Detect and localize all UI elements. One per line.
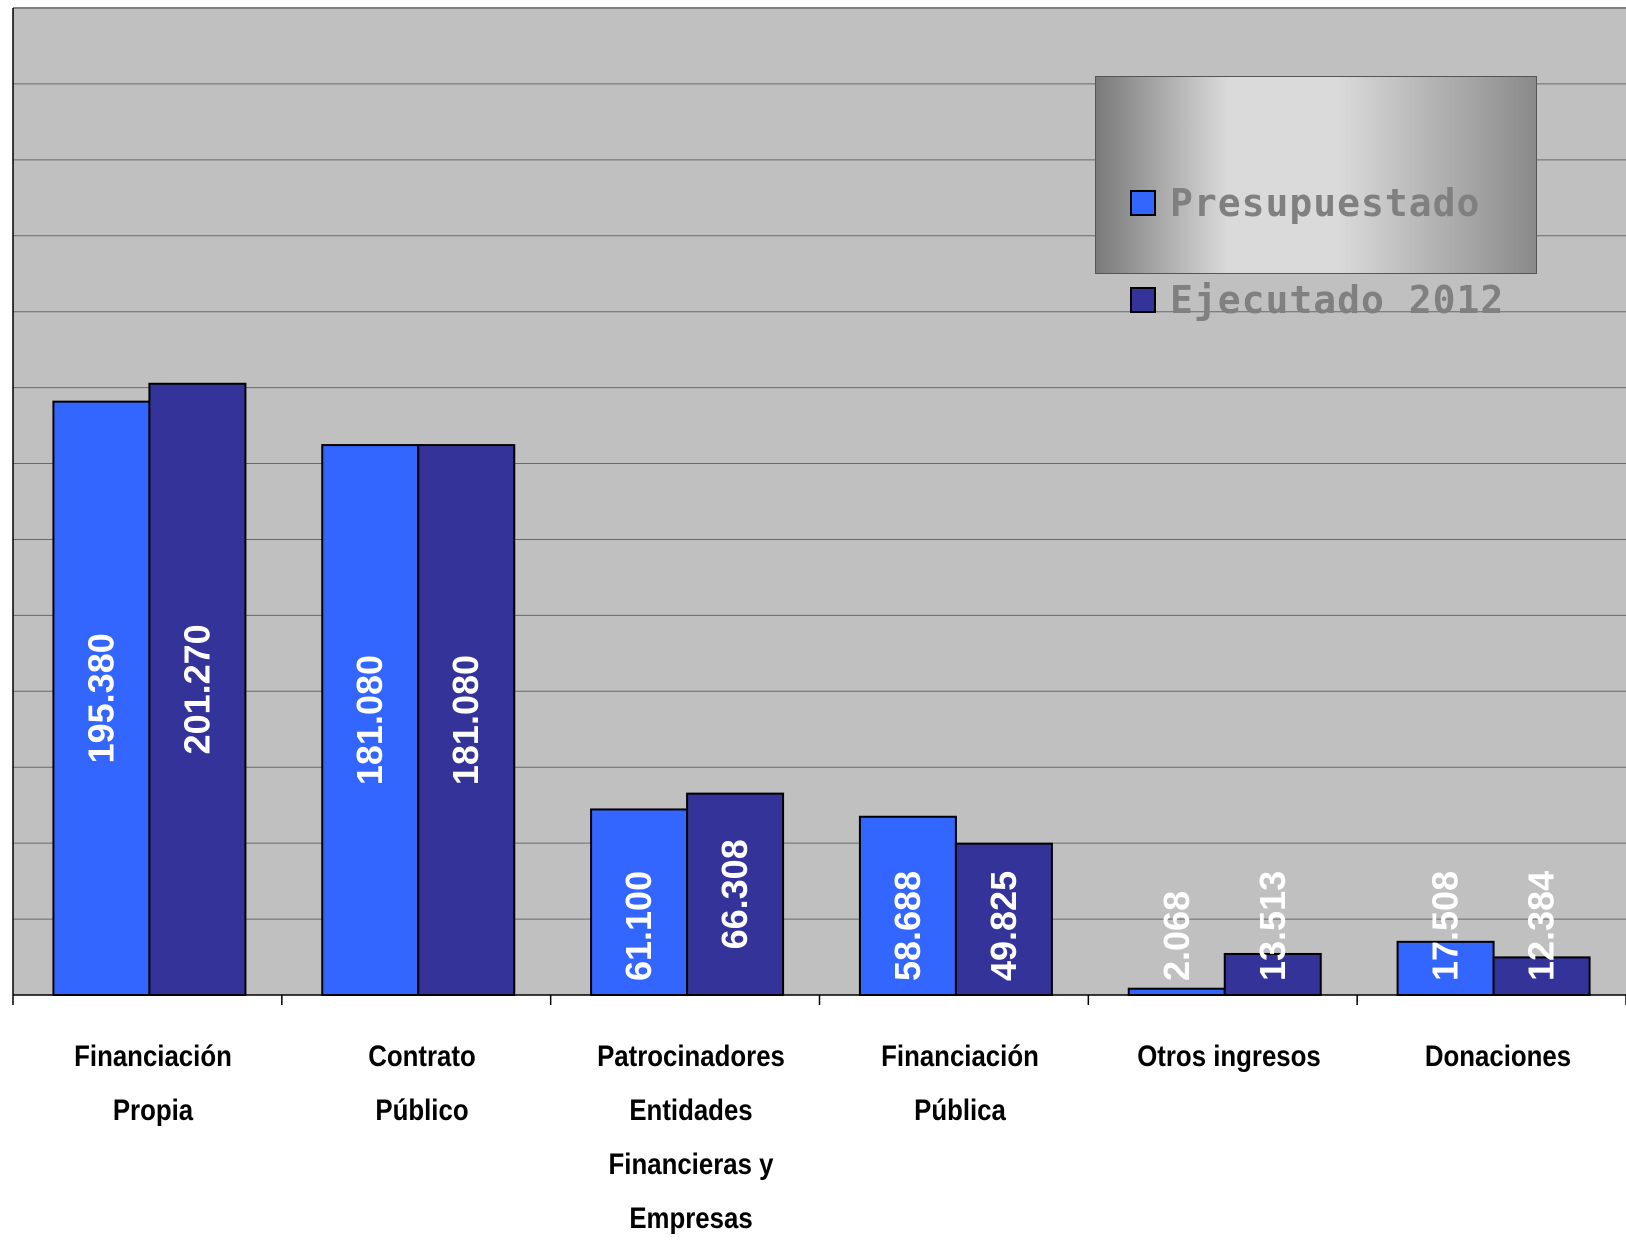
category-label-line: Financiación (74, 1040, 233, 1073)
category-label-line: Entidades (629, 1094, 753, 1127)
bar-ejecutado-4 (1223, 952, 1322, 996)
data-label-presupuestado-4: 2.068 (1156, 891, 1197, 981)
category-label-2: Patrocinadores Entidades Financieras y Empr… (592, 1030, 790, 1246)
data-label-presupuestado-0: 195.380 (80, 633, 121, 763)
bar-presupuestado-2 (590, 808, 689, 996)
category-label-1: Contrato Público (323, 1030, 521, 1138)
bar-ejecutado-5 (1492, 956, 1591, 997)
legend: Presupuestado Ejecutado 2012 (1095, 76, 1537, 322)
legend-label-presupuestado: Presupuestado (1170, 181, 1481, 225)
data-label-ejecutado-4: 13.513 (1252, 871, 1293, 981)
category-label-line: Pública (914, 1094, 1006, 1127)
bar-ejecutado-3 (954, 842, 1053, 996)
category-label-line: Financieras y (608, 1148, 774, 1181)
category-label-line: Empresas (629, 1202, 753, 1235)
bar-presupuestado-1 (321, 444, 420, 996)
data-label-ejecutado-5: 12.384 (1521, 871, 1562, 981)
category-label-3: Financiación Pública (861, 1030, 1059, 1138)
data-label-ejecutado-0: 201.270 (176, 624, 217, 754)
bar-presupuestado-0 (52, 400, 151, 996)
data-label-presupuestado-1: 181.080 (349, 655, 390, 785)
category-label-line: Financiación (881, 1040, 1039, 1073)
data-label-ejecutado-3: 49.825 (983, 871, 1024, 981)
data-label-presupuestado-2: 61.100 (618, 871, 659, 981)
legend-item-presupuestado: Presupuestado (1130, 181, 1480, 225)
legend-label-ejecutado: Ejecutado 2012 (1170, 278, 1505, 322)
data-label-presupuestado-5: 17.508 (1425, 871, 1466, 981)
category-label-0: Financiación Propia (55, 1030, 253, 1138)
category-label-line: Donaciones (1424, 1040, 1571, 1073)
bar-presupuestado-4 (1127, 987, 1226, 997)
bar-ejecutado-0 (148, 382, 247, 996)
bar-ejecutado-2 (686, 792, 785, 996)
category-label-4: Otros ingresos (1130, 1030, 1328, 1084)
category-label-line: Contrato Público (368, 1040, 476, 1127)
data-label-ejecutado-2: 66.308 (714, 839, 755, 949)
category-label-line: Otros ingresos (1136, 1040, 1321, 1073)
data-label-presupuestado-3: 58.688 (887, 871, 928, 981)
bar-ejecutado-1 (417, 444, 516, 996)
category-label-5: Donaciones (1399, 1030, 1597, 1084)
data-label-ejecutado-1: 181.080 (445, 655, 486, 785)
bar-presupuestado-5 (1396, 940, 1495, 996)
legend-swatch-presupuestado (1130, 190, 1156, 216)
legend-swatch-ejecutado (1130, 287, 1156, 313)
category-label-line: Propia (113, 1094, 194, 1127)
category-label-line: Patrocinadores (597, 1040, 785, 1073)
legend-item-ejecutado: Ejecutado 2012 (1130, 278, 1504, 322)
